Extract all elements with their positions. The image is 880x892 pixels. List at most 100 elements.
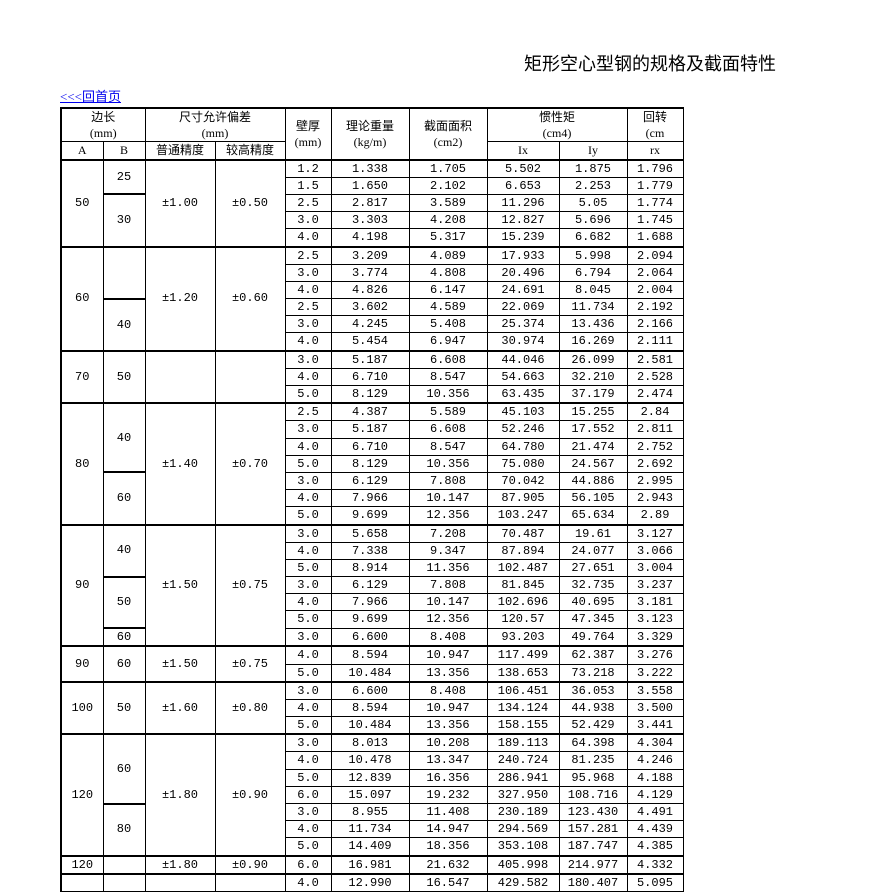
cell: 2.752 — [627, 438, 683, 455]
cell: 81.845 — [487, 577, 559, 594]
cell: 4.826 — [331, 281, 409, 298]
cell: 70 — [61, 351, 103, 404]
cell: 240.724 — [487, 752, 559, 769]
cell: 95.968 — [559, 769, 627, 786]
cell: 10.356 — [409, 386, 487, 404]
cell: 5.0 — [285, 386, 331, 404]
cell: 40 — [103, 299, 145, 351]
hdr-weight: 理论重量(kg/m) — [331, 108, 409, 160]
cell: 3.0 — [285, 525, 331, 543]
cell: 3.441 — [627, 717, 683, 735]
cell — [145, 874, 215, 892]
cell: 10.478 — [331, 752, 409, 769]
cell: 2.5 — [285, 194, 331, 211]
cell: 3.500 — [627, 699, 683, 716]
hdr-A: A — [61, 142, 103, 160]
cell: 60 — [103, 472, 145, 524]
cell: 54.663 — [487, 368, 559, 385]
cell: 103.247 — [487, 507, 559, 525]
cell: 5.187 — [331, 351, 409, 369]
cell: 75.080 — [487, 455, 559, 472]
cell: 405.998 — [487, 856, 559, 874]
cell: 4.089 — [409, 247, 487, 265]
table-row: 5025±1.00±0.501.21.3381.7055.5021.8751.7… — [61, 160, 683, 178]
cell: 138.653 — [487, 664, 559, 682]
cell: 8.408 — [409, 628, 487, 646]
cell: 134.124 — [487, 699, 559, 716]
cell: 8.955 — [331, 804, 409, 821]
cell: 21.632 — [409, 856, 487, 874]
cell — [103, 874, 145, 892]
cell: ±1.80 — [145, 856, 215, 874]
cell: 8.129 — [331, 455, 409, 472]
cell: 4.0 — [285, 821, 331, 838]
cell: ±0.80 — [215, 682, 285, 735]
cell — [215, 351, 285, 404]
cell: 8.594 — [331, 646, 409, 664]
cell: 4.332 — [627, 856, 683, 874]
cell: 2.004 — [627, 281, 683, 298]
cell: 2.166 — [627, 316, 683, 333]
cell: 8.547 — [409, 368, 487, 385]
cell: 12.839 — [331, 769, 409, 786]
table-row: 9040±1.50±0.753.05.6587.20870.48719.613.… — [61, 525, 683, 543]
cell: 117.499 — [487, 646, 559, 664]
cell: 5.0 — [285, 507, 331, 525]
cell: 65.634 — [559, 507, 627, 525]
cell: 8.129 — [331, 386, 409, 404]
cell: 15.255 — [559, 403, 627, 421]
cell: 45.103 — [487, 403, 559, 421]
cell: 6.600 — [331, 628, 409, 646]
cell: 1.875 — [559, 160, 627, 178]
cell: 2.943 — [627, 490, 683, 507]
cell: 2.817 — [331, 194, 409, 211]
cell: 4.198 — [331, 229, 409, 247]
cell: 10.208 — [409, 734, 487, 752]
cell: 4.0 — [285, 333, 331, 351]
cell: 19.232 — [409, 786, 487, 803]
cell: 70.042 — [487, 472, 559, 489]
cell: 3.181 — [627, 594, 683, 611]
cell: 50 — [61, 160, 103, 247]
cell: 5.0 — [285, 717, 331, 735]
back-home-link[interactable]: <<<回首页 — [60, 86, 121, 105]
cell: ±1.50 — [145, 525, 215, 647]
hdr-p2: 较高精度 — [215, 142, 285, 160]
cell: 1.688 — [627, 229, 683, 247]
cell: 123.430 — [559, 804, 627, 821]
cell: 3.0 — [285, 628, 331, 646]
cell: 3.276 — [627, 646, 683, 664]
hdr-B: B — [103, 142, 145, 160]
cell: 21.474 — [559, 438, 627, 455]
cell: 90 — [61, 646, 103, 681]
cell: ±1.00 — [145, 160, 215, 247]
cell: 6.129 — [331, 577, 409, 594]
cell: 3.066 — [627, 542, 683, 559]
cell: 5.0 — [285, 559, 331, 576]
cell: 3.222 — [627, 664, 683, 682]
cell: ±1.20 — [145, 247, 215, 351]
cell: 24.567 — [559, 455, 627, 472]
hdr-Iy: Iy — [559, 142, 627, 160]
cell: 189.113 — [487, 734, 559, 752]
cell: 157.281 — [559, 821, 627, 838]
cell: 6.653 — [487, 177, 559, 194]
cell: 49.764 — [559, 628, 627, 646]
cell: 63.435 — [487, 386, 559, 404]
cell: 4.0 — [285, 594, 331, 611]
cell: 6.147 — [409, 281, 487, 298]
cell: 4.0 — [285, 752, 331, 769]
cell: 6.682 — [559, 229, 627, 247]
cell: 52.246 — [487, 421, 559, 438]
cell: 32.210 — [559, 368, 627, 385]
cell: 10.947 — [409, 646, 487, 664]
cell: 10.147 — [409, 490, 487, 507]
cell: 25.374 — [487, 316, 559, 333]
cell: 3.303 — [331, 212, 409, 229]
cell: 5.589 — [409, 403, 487, 421]
cell: ±1.40 — [145, 403, 215, 524]
cell: 11.734 — [559, 299, 627, 316]
cell: 9.699 — [331, 507, 409, 525]
cell: 4.808 — [409, 264, 487, 281]
cell: 19.61 — [559, 525, 627, 543]
